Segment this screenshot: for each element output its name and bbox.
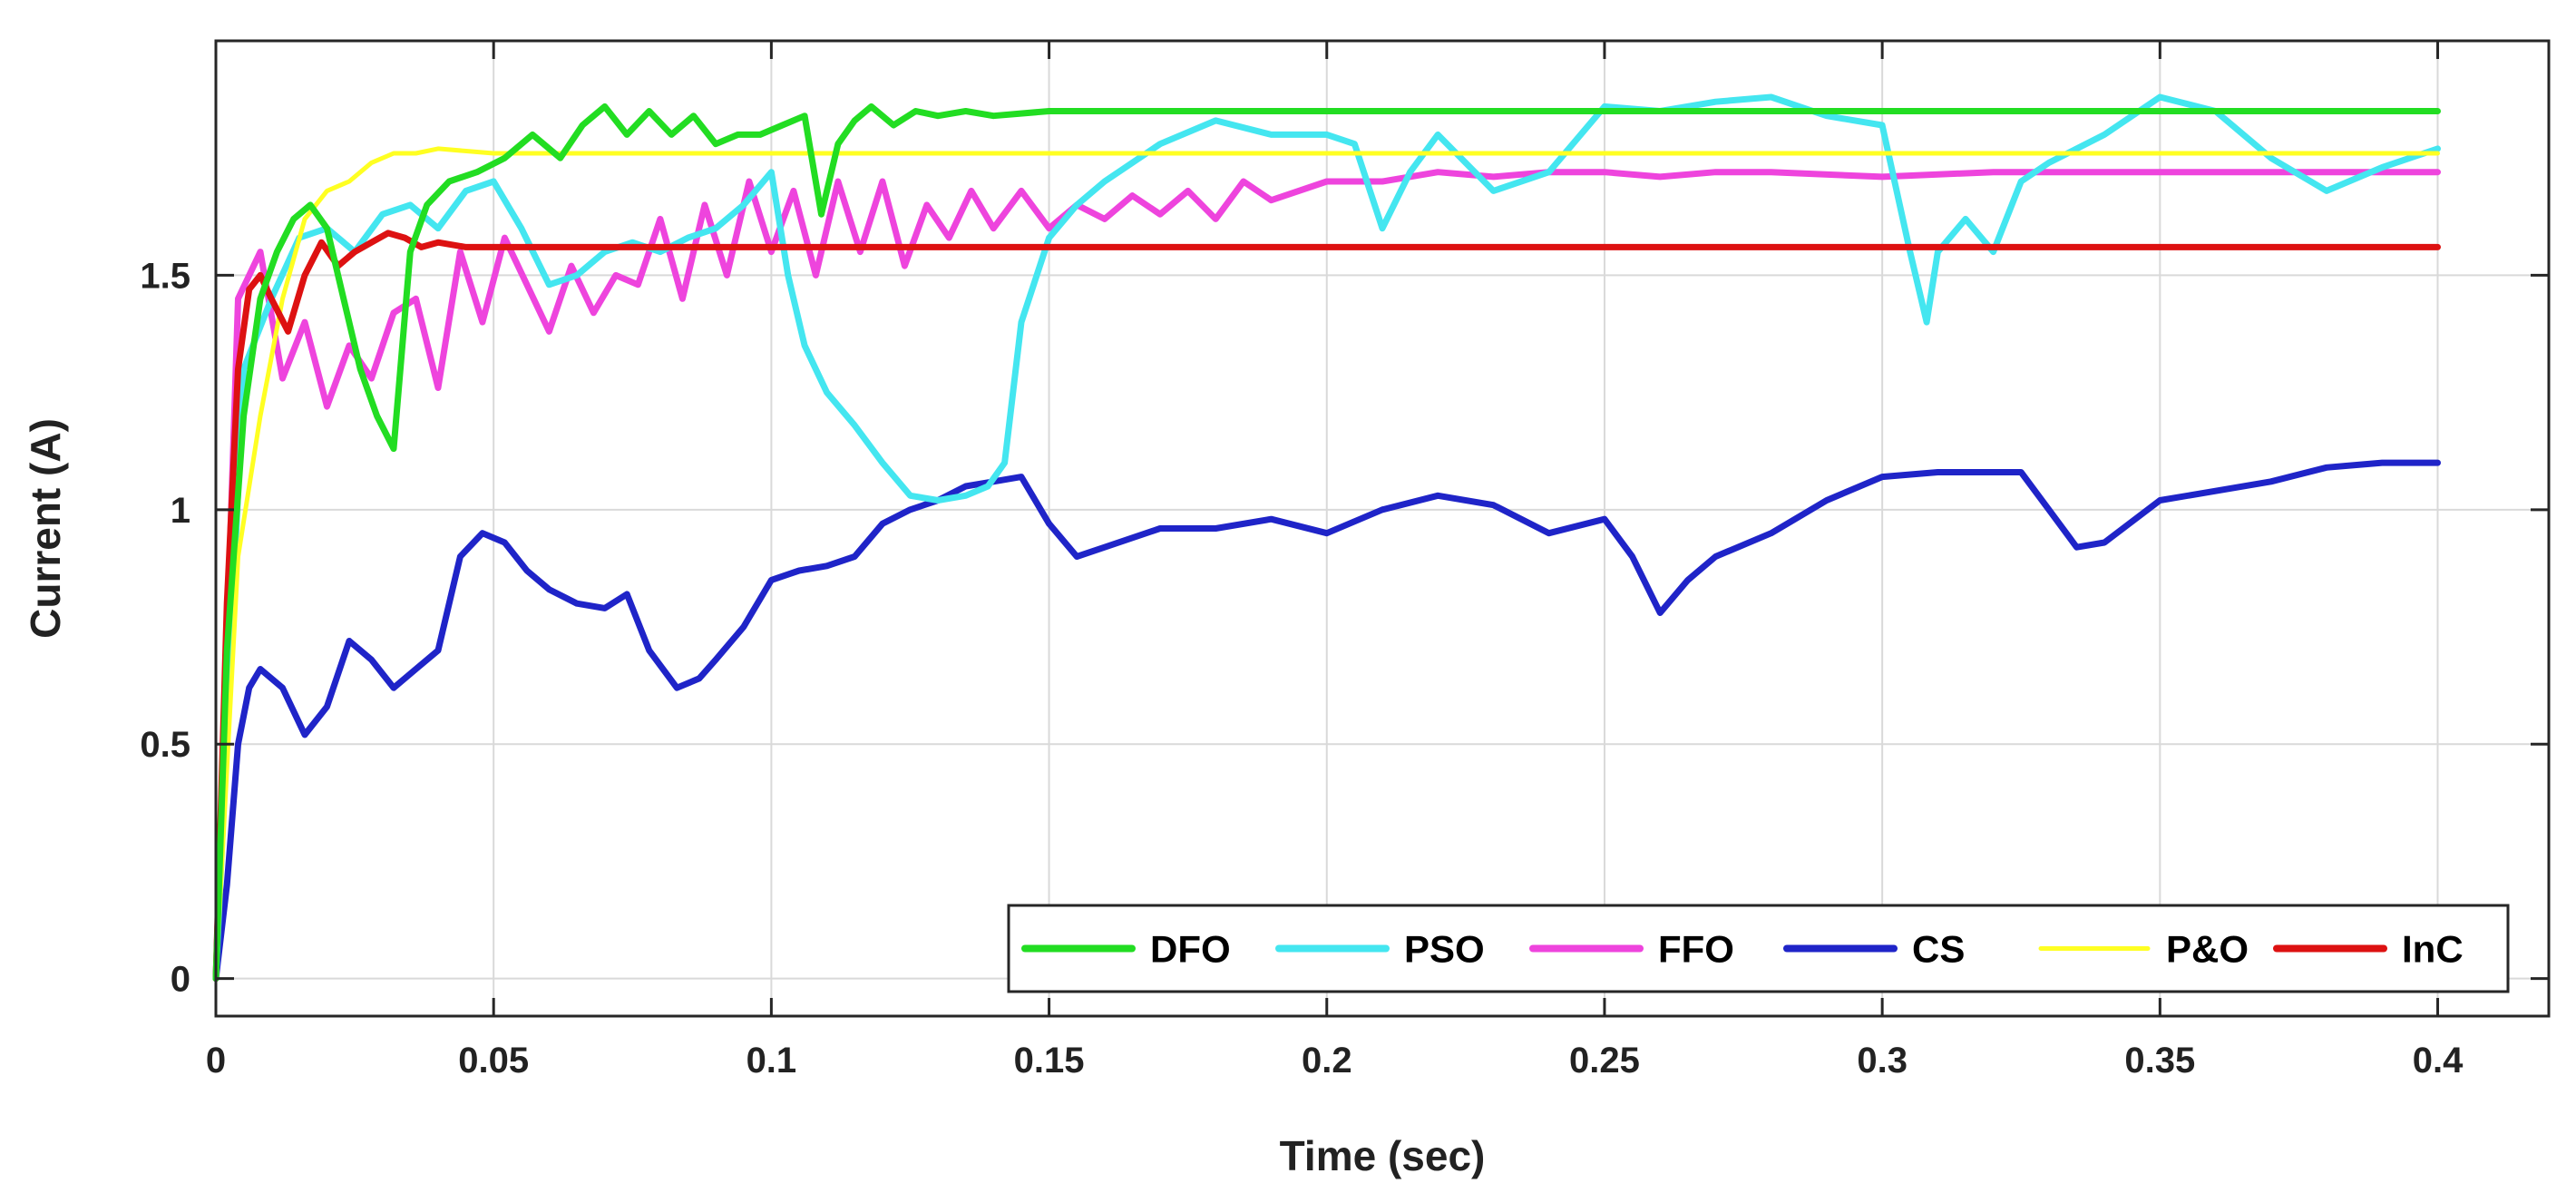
x-tick-label: 0.4 [2413,1041,2464,1081]
plot-area [216,41,2549,1016]
y-tick-label: 0.5 [140,725,190,765]
x-tick-labels: 0 0.05 0.1 0.15 0.2 0.25 0.3 0.35 0.4 [206,1041,2464,1081]
y-tick-label: 0 [171,960,190,1000]
legend-label-ffo: FFO [1658,928,1734,971]
series-lines [212,93,2441,983]
x-tick-label: 0.35 [2124,1041,2195,1081]
plot-frame [214,39,2551,1018]
x-axis-title: Time (sec) [1280,1132,1486,1179]
x-tick-label: 0 [206,1041,226,1081]
series-line-p-o [213,146,2440,982]
x-tick-label: 0.1 [746,1041,797,1081]
y-tick-labels: 0 0.5 1 1.5 [140,256,190,999]
series-line-dfo [212,103,2441,983]
series-line-cs [212,459,2441,983]
legend-label-inc: InC [2402,928,2464,971]
series-line-pso [212,93,2441,983]
legend-label-pso: PSO [1404,928,1485,971]
legend: DFO PSO FFO CS P&O InC [1007,904,2510,993]
legend-label-cs: CS [1912,928,1965,971]
x-tick-label: 0.25 [1569,1041,1640,1081]
y-tick-label: 1.5 [140,256,190,296]
y-axis-title: Current (A) [22,418,69,639]
x-tick-label: 0.3 [1857,1041,1908,1081]
legend-box [1007,904,2510,993]
legend-label-dfo: DFO [1150,928,1231,971]
x-tick-label: 0.05 [458,1041,529,1081]
legend-label-p-o: P&O [2166,928,2249,971]
x-tick-label: 0.2 [1302,1041,1352,1081]
x-tick-label: 0.15 [1014,1041,1085,1081]
y-tick-label: 1 [171,491,190,531]
tick-marks [214,41,2549,1016]
